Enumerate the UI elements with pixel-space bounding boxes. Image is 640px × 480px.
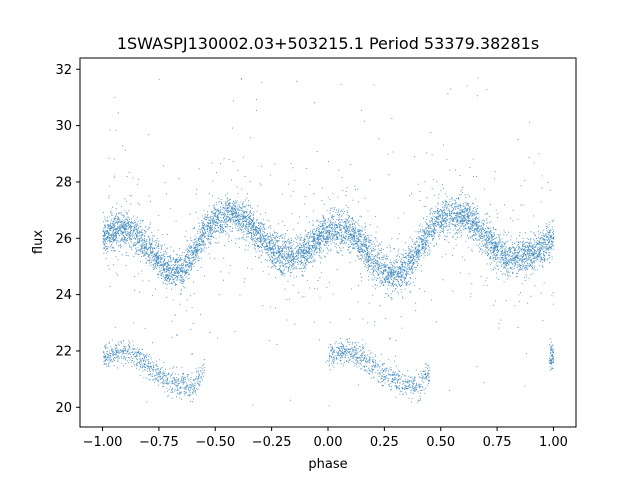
y-tick-label: 20 [55, 401, 72, 416]
x-axis-ticks: −1.00 −0.75 −0.50 −0.25 0.00 0.25 0.50 0.75 1.00 [83, 427, 568, 450]
x-tick-label: 1.00 [539, 435, 568, 450]
x-tick-label: 0.25 [370, 435, 399, 450]
x-tick-label: 0.00 [314, 435, 343, 450]
y-tick-label: 28 [55, 175, 72, 190]
scatter-points [102, 77, 555, 407]
x-tick-label: −0.50 [195, 435, 235, 450]
y-tick-label: 26 [55, 232, 72, 247]
chart-title: 1SWASPJ130002.03+503215.1 Period 53379.3… [117, 34, 539, 53]
y-tick-label: 22 [55, 344, 72, 359]
y-axis-label: flux [31, 230, 46, 254]
x-axis-label: phase [308, 457, 347, 472]
y-tick-label: 24 [55, 288, 72, 303]
x-tick-label: 0.75 [483, 435, 512, 450]
x-tick-label: −1.00 [83, 435, 123, 450]
y-tick-label: 30 [55, 119, 72, 134]
y-axis-ticks: 20 22 24 26 28 30 32 [55, 63, 80, 416]
x-tick-label: 0.50 [426, 435, 455, 450]
main-band-points [102, 77, 555, 407]
y-tick-label: 32 [55, 63, 72, 78]
x-tick-label: −0.25 [252, 435, 292, 450]
x-tick-label: −0.75 [139, 435, 179, 450]
